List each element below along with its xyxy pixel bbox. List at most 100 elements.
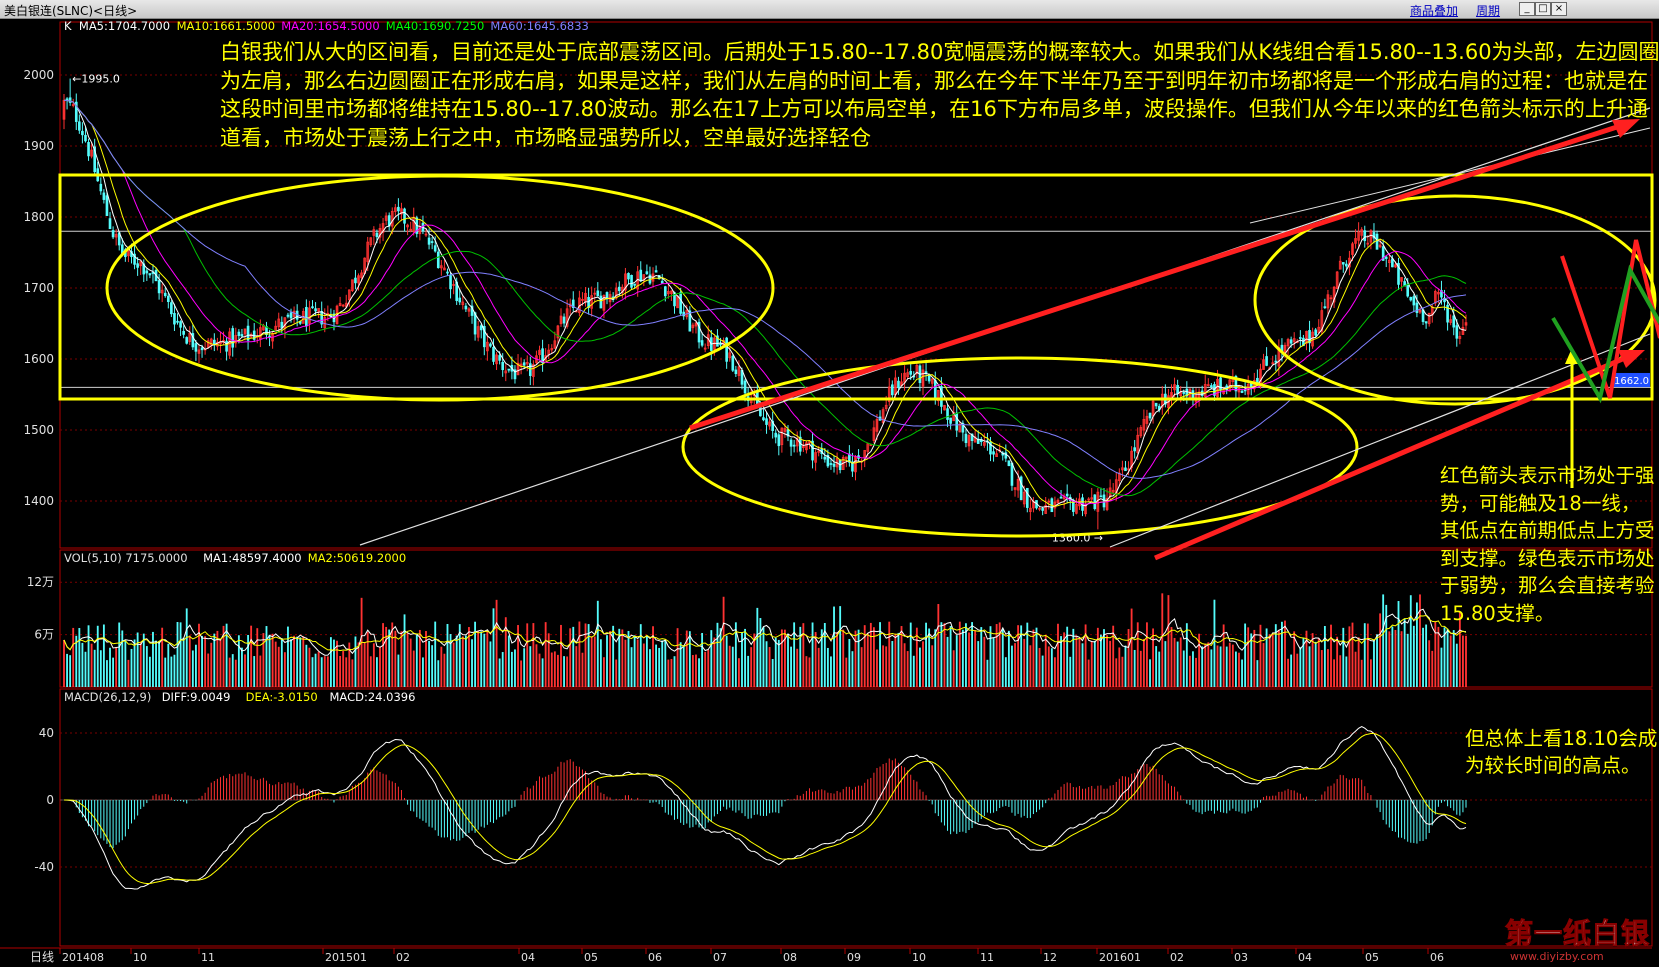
- candle-body: [1087, 498, 1090, 501]
- volume-bar: [541, 658, 544, 687]
- volume-bar: [198, 623, 200, 687]
- candle-body: [507, 368, 511, 371]
- volume-bar: [1170, 627, 1173, 687]
- candle-body: [461, 301, 465, 306]
- volume-bar: [342, 650, 345, 687]
- volume-bar: [299, 637, 302, 687]
- volume-bar: [550, 652, 553, 687]
- volume-bar: [1357, 637, 1360, 687]
- volume-bar: [434, 621, 437, 687]
- volume-bar: [1244, 623, 1247, 687]
- volume-bar: [446, 623, 449, 687]
- volume-bar: [1201, 646, 1204, 687]
- period-button[interactable]: 周期: [1476, 4, 1501, 18]
- volume-bar: [1192, 651, 1194, 687]
- volume-bar: [136, 632, 139, 687]
- candle-body: [679, 292, 682, 314]
- candle-body: [1427, 312, 1431, 325]
- volume-bar: [713, 637, 716, 687]
- volume-bar: [1053, 657, 1056, 687]
- price-tick-label: 1400: [23, 494, 54, 508]
- volume-bar: [265, 626, 268, 687]
- stock-chart[interactable]: 200019001800170016001500140012万6万400-40 …: [0, 18, 1659, 967]
- candle-body: [90, 149, 93, 157]
- volume-bar: [1038, 647, 1041, 687]
- candle-body: [305, 306, 308, 327]
- macd-value-label: DEA:-3.0150: [246, 690, 318, 704]
- volume-bar: [1198, 633, 1201, 687]
- candle-body: [1240, 390, 1244, 393]
- volume-bar: [919, 647, 921, 687]
- analyst-drawings: [58, 107, 1659, 561]
- volume-bar: [191, 650, 194, 687]
- candle-body: [890, 384, 894, 396]
- candle-body: [157, 280, 161, 294]
- volume-bar: [630, 647, 633, 687]
- candle-body: [719, 343, 722, 346]
- candle-body: [87, 142, 90, 157]
- volume-bar: [943, 623, 946, 687]
- ma-legend-label: MA20:1654.5000: [281, 19, 380, 33]
- volume-bar: [1231, 644, 1234, 687]
- x-tick-label: 04: [521, 951, 535, 964]
- ma-legend-label: MA10:1661.5000: [177, 19, 276, 33]
- candle-body: [93, 146, 96, 173]
- candle-body: [372, 229, 376, 236]
- volume-bar: [461, 636, 464, 687]
- volume-bar: [1225, 646, 1228, 687]
- volume-bar: [642, 643, 645, 687]
- volume-bar: [974, 630, 977, 687]
- candle-body: [829, 463, 833, 465]
- candle-body: [1351, 243, 1354, 255]
- maximize-icon[interactable]: □: [1535, 2, 1551, 16]
- candle-body: [105, 195, 109, 216]
- macd-tick-label: 40: [39, 726, 54, 740]
- candle-body: [489, 343, 492, 347]
- candle-body: [1216, 378, 1219, 398]
- candle-body: [1133, 447, 1136, 452]
- volume-bar: [283, 652, 286, 687]
- volume-bar: [891, 641, 894, 687]
- close-icon[interactable]: ×: [1551, 2, 1567, 16]
- overlay-commodity-button[interactable]: 商品叠加: [1410, 4, 1459, 18]
- macd-dea-line: [64, 733, 1467, 884]
- candle-body: [817, 450, 821, 453]
- volume-bar: [176, 621, 179, 687]
- candle-body: [952, 411, 955, 422]
- volume-bar: [517, 625, 519, 687]
- candle-body: [68, 97, 72, 103]
- volume-bar: [928, 628, 931, 687]
- candle-body: [1424, 321, 1428, 324]
- volume-bar: [931, 645, 934, 687]
- volume-bar: [581, 652, 584, 687]
- minimize-icon[interactable]: _: [1519, 2, 1535, 16]
- macd-histogram: [60, 726, 1467, 890]
- volume-bar: [1106, 635, 1108, 687]
- candle-body: [599, 295, 603, 309]
- volume-bar: [833, 606, 835, 687]
- candle-body: [231, 328, 235, 348]
- candle-body: [317, 308, 320, 312]
- candle-body: [501, 361, 505, 371]
- main-analysis-text: 白银我们从大的区间看，目前还是处于底部震荡区间。后期处于15.80--17.80…: [220, 40, 1659, 150]
- volume-bar: [1268, 634, 1271, 687]
- volume-bar: [112, 657, 115, 687]
- volume-bar: [1440, 647, 1443, 687]
- x-tick-label: 10: [912, 951, 926, 964]
- channel-upper-line: [1249, 127, 1651, 224]
- volume-bar: [148, 656, 151, 687]
- candle-body: [1130, 450, 1133, 468]
- candle-body: [1400, 277, 1403, 282]
- volume-bar: [1087, 659, 1090, 687]
- volume-bar: [728, 645, 731, 687]
- volume-bar: [1096, 627, 1099, 687]
- candle-body: [390, 210, 394, 227]
- candle-body: [1262, 359, 1265, 370]
- volume-bar: [1299, 647, 1302, 687]
- volume-bar: [744, 628, 746, 687]
- volume-bar: [897, 632, 900, 687]
- candle-body: [559, 315, 563, 325]
- candle-body: [949, 417, 952, 424]
- volume-bar: [1271, 634, 1274, 687]
- candle-body: [1173, 384, 1176, 391]
